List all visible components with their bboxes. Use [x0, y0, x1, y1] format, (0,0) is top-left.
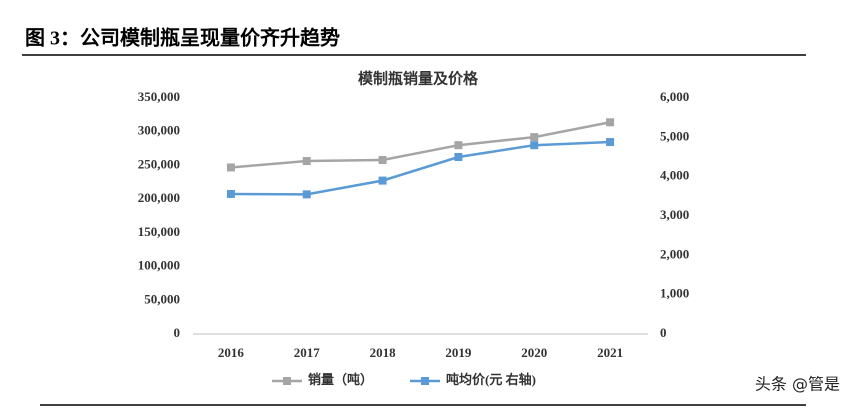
- point: [302, 157, 311, 166]
- y-tick-label: 350,000: [138, 89, 180, 104]
- point: [606, 118, 615, 127]
- y2-tick-label: 2,000: [660, 246, 689, 261]
- point: [226, 189, 235, 198]
- y2-tick-label: 6,000: [660, 89, 689, 104]
- y-tick-label: 250,000: [138, 156, 180, 171]
- point: [530, 141, 539, 150]
- y2-tick-label: 3,000: [660, 207, 689, 222]
- point: [226, 163, 235, 172]
- y-tick-label: 300,000: [138, 123, 180, 138]
- series-line: [230, 121, 611, 169]
- y-tick-label: 50,000: [144, 291, 180, 306]
- x-tick-label: 2021: [597, 345, 623, 360]
- point: [378, 156, 387, 165]
- point: [606, 138, 615, 147]
- legend-marker: [283, 377, 291, 385]
- legend-label: 吨均价(元 右轴): [446, 372, 536, 387]
- point: [378, 176, 387, 185]
- point: [454, 153, 463, 161]
- x-tick-label: 2020: [521, 345, 547, 360]
- x-tick-label: 2019: [445, 345, 472, 360]
- point: [302, 190, 311, 199]
- x-tick-label: 2018: [370, 345, 397, 360]
- y2-tick-label: 0: [660, 325, 667, 340]
- x-tick-label: 2016: [218, 345, 245, 360]
- x-tick-label: 2017: [294, 345, 321, 360]
- y-tick-label: 200,000: [138, 190, 180, 205]
- watermark: 头条 @管是: [755, 375, 840, 394]
- y-tick-label: 100,000: [138, 258, 180, 273]
- y2-tick-label: 1,000: [660, 286, 689, 301]
- y2-tick-label: 4,000: [660, 168, 689, 183]
- legend-label: 销量（吨）: [308, 372, 373, 387]
- y-tick-label: 0: [174, 325, 181, 340]
- point: [530, 133, 539, 142]
- point: [454, 141, 463, 150]
- figure-title: 图 3：公司模制瓶呈现量价齐升趋势: [25, 26, 340, 50]
- chart-title: 模制瓶销量及价格: [358, 69, 479, 87]
- series-line: [230, 140, 611, 196]
- y2-tick-label: 5,000: [660, 128, 689, 143]
- y-tick-label: 150,000: [138, 224, 180, 239]
- legend-marker: [421, 377, 429, 385]
